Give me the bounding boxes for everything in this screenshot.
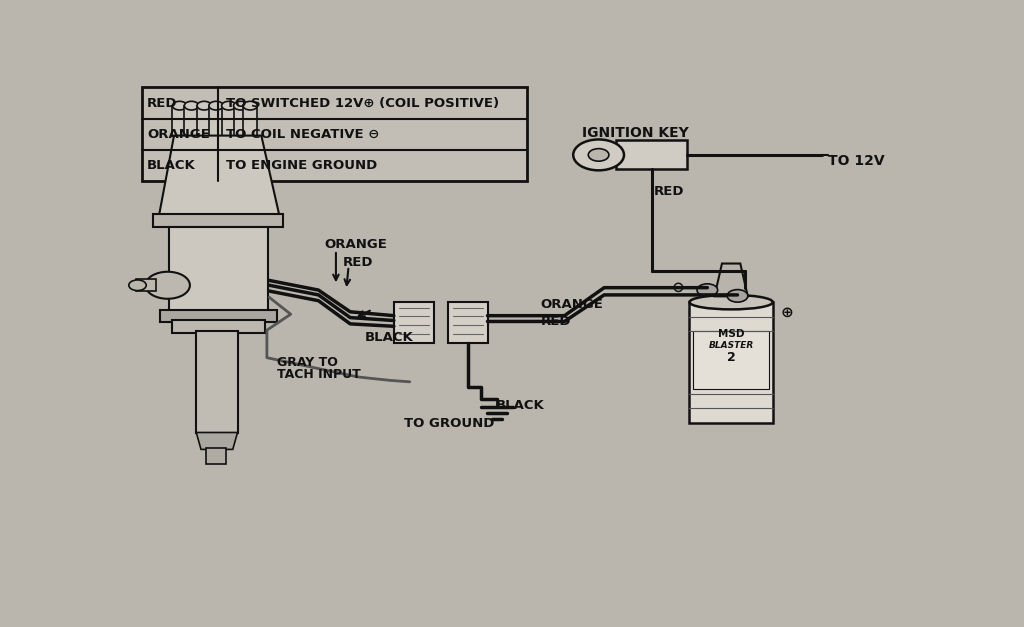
Text: RED: RED — [342, 256, 373, 268]
Circle shape — [243, 102, 257, 110]
Polygon shape — [158, 135, 281, 220]
Bar — [206, 448, 226, 464]
Circle shape — [172, 102, 186, 110]
Bar — [394, 302, 433, 343]
Text: TO GROUND: TO GROUND — [404, 418, 495, 430]
Text: TO SWITCHED 12V⊕ (COIL POSITIVE): TO SWITCHED 12V⊕ (COIL POSITIVE) — [225, 97, 499, 110]
Text: BLACK: BLACK — [496, 399, 544, 412]
Bar — [221, 106, 236, 135]
Circle shape — [221, 102, 236, 110]
Polygon shape — [197, 433, 238, 450]
Bar — [197, 106, 211, 135]
Text: TO ENGINE GROUND: TO ENGINE GROUND — [225, 159, 377, 172]
Bar — [689, 302, 773, 423]
Bar — [184, 106, 199, 135]
Bar — [243, 106, 257, 135]
Text: IGNITION KEY: IGNITION KEY — [582, 126, 689, 140]
Circle shape — [697, 284, 718, 297]
Bar — [233, 106, 248, 135]
Bar — [136, 280, 156, 291]
Circle shape — [145, 271, 189, 299]
Text: ORANGE: ORANGE — [541, 298, 603, 311]
Text: GRAY TO: GRAY TO — [278, 357, 338, 369]
Bar — [197, 331, 238, 433]
Polygon shape — [715, 263, 748, 297]
Bar — [172, 106, 186, 135]
Text: ⊕: ⊕ — [780, 304, 794, 319]
Text: 2: 2 — [727, 351, 735, 364]
Ellipse shape — [689, 295, 773, 309]
Text: TO COIL NEGATIVE ⊖: TO COIL NEGATIVE ⊖ — [225, 128, 379, 141]
Circle shape — [197, 102, 211, 110]
Circle shape — [209, 102, 223, 110]
Bar — [160, 310, 278, 322]
Bar — [169, 228, 268, 317]
Text: RED: RED — [654, 184, 685, 198]
Bar — [447, 302, 487, 343]
Bar — [154, 214, 283, 228]
Circle shape — [573, 139, 624, 171]
Text: MSD: MSD — [718, 329, 744, 339]
Text: BLACK: BLACK — [365, 332, 414, 344]
Text: ORANGE: ORANGE — [325, 238, 388, 251]
Circle shape — [727, 290, 748, 302]
Text: ⊖: ⊖ — [671, 280, 684, 295]
Circle shape — [233, 102, 248, 110]
Circle shape — [129, 280, 146, 290]
Bar — [616, 140, 687, 169]
Text: TO 12V: TO 12V — [828, 154, 885, 168]
Bar — [209, 106, 223, 135]
Bar — [693, 331, 769, 389]
Circle shape — [588, 149, 609, 161]
Text: RED: RED — [541, 315, 571, 328]
Circle shape — [184, 102, 199, 110]
Text: TACH INPUT: TACH INPUT — [278, 368, 360, 381]
Text: BLASTER: BLASTER — [709, 341, 754, 350]
Bar — [142, 87, 527, 181]
Text: RED: RED — [147, 97, 177, 110]
Text: ORANGE: ORANGE — [147, 128, 210, 141]
Text: BLACK: BLACK — [147, 159, 196, 172]
Bar — [172, 320, 265, 333]
